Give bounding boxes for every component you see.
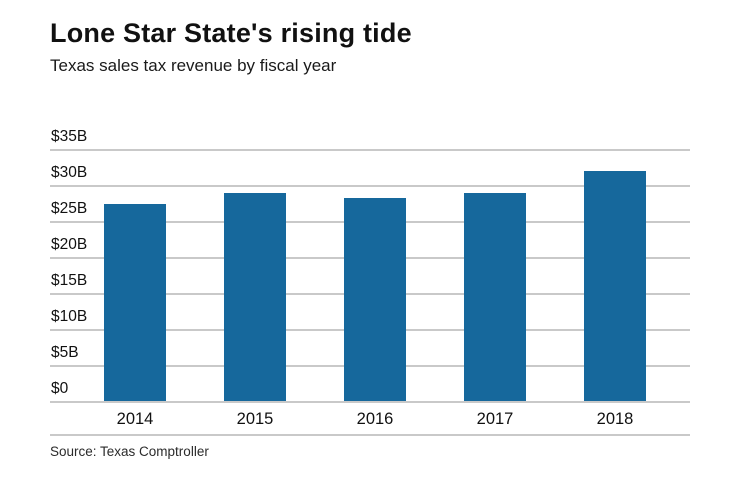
x-axis-tick-label: 2016 — [356, 410, 394, 429]
y-axis-tick-label: $15B — [51, 272, 88, 290]
x-axis-bottom-rule — [50, 434, 690, 437]
gridline — [50, 401, 690, 404]
gridline — [50, 185, 690, 188]
chart-subtitle: Texas sales tax revenue by fiscal year — [50, 56, 337, 76]
bar-2015 — [224, 193, 286, 402]
bar-chart: $0 $5B $10B $15B $20B $25B $30B $35B 2014 2015 20… — [50, 128, 690, 437]
x-axis-tick-label: 2018 — [596, 410, 634, 429]
chart-title: Lone Star State's rising tide — [50, 18, 412, 48]
x-axis-tick-label: 2014 — [116, 410, 154, 429]
x-axis-tick-label: 2017 — [476, 410, 514, 429]
y-axis-tick-label: $0 — [51, 380, 69, 398]
bar-slot — [435, 149, 555, 402]
bar-2017 — [464, 193, 526, 402]
bar-slot — [195, 149, 315, 402]
bar-slot — [75, 149, 195, 402]
bar-2018 — [584, 171, 646, 402]
bar-slot — [555, 149, 675, 402]
y-axis-tick-label: $35B — [51, 128, 88, 146]
source-text: Source: Texas Comptroller — [50, 444, 209, 460]
y-axis-tick-label: $20B — [51, 236, 88, 254]
y-axis-tick-label: $5B — [51, 344, 79, 362]
bar-slot — [315, 149, 435, 402]
bars — [75, 149, 675, 402]
y-axis-tick-label: $30B — [51, 164, 88, 182]
x-axis-tick-label: 2015 — [236, 410, 274, 429]
x-axis-labels: 2014 2015 2016 2017 2018 — [75, 401, 675, 433]
gridline — [50, 149, 690, 152]
y-axis-tick-label: $10B — [51, 308, 88, 326]
y-axis-tick-label: $25B — [51, 200, 88, 218]
bar-2016 — [344, 198, 406, 402]
bar-2014 — [104, 203, 166, 402]
